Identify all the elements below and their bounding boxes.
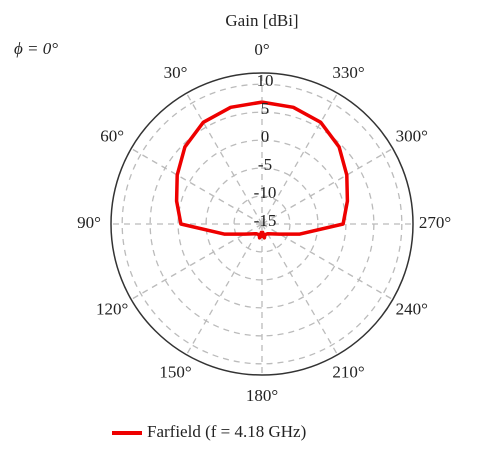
theta-tick-label: 30° [164, 63, 188, 82]
theta-tick-label: 300° [396, 126, 428, 145]
grid-spoke [261, 223, 394, 301]
theta-tick-label: 180° [246, 386, 278, 405]
theta-tick-label: 90° [77, 213, 101, 232]
outer-circle [110, 72, 414, 376]
chart-title: Gain [dBi] [225, 11, 298, 30]
grid-spoke [185, 92, 263, 225]
r-tick-label: -10 [254, 183, 277, 202]
grid-spoke [130, 147, 263, 225]
theta-tick-label: 120° [96, 299, 128, 318]
grid-spoke [185, 223, 263, 356]
theta-tick-label: 0° [254, 40, 269, 59]
theta-tick-label: 60° [100, 126, 124, 145]
theta-tick-label: 210° [332, 363, 364, 382]
r-tick-label: -15 [254, 211, 277, 230]
pattern-line [174, 100, 350, 240]
grid-spoke [261, 92, 339, 225]
annotation: ϕ = 0° [14, 39, 58, 58]
legend-label: Farfield (f = 4.18 GHz) [147, 422, 306, 441]
grid-circle [233, 195, 291, 253]
r-tick-label: 10 [257, 71, 274, 90]
theta-tick-label: 270° [419, 213, 451, 232]
grid-circle [149, 111, 375, 337]
r-tick-label: -5 [258, 155, 272, 174]
grid-spoke [261, 223, 339, 356]
grid-spoke [261, 147, 394, 225]
r-tick-label: 0 [261, 127, 270, 146]
grid-circle [121, 83, 403, 365]
theta-tick-label: 330° [332, 63, 364, 82]
theta-tick-label: 150° [159, 363, 191, 382]
grid-circle [205, 167, 319, 281]
r-tick-label: 5 [261, 99, 270, 118]
grid-circle [177, 139, 347, 309]
grid-spoke [130, 223, 263, 301]
theta-tick-label: 240° [396, 299, 428, 318]
